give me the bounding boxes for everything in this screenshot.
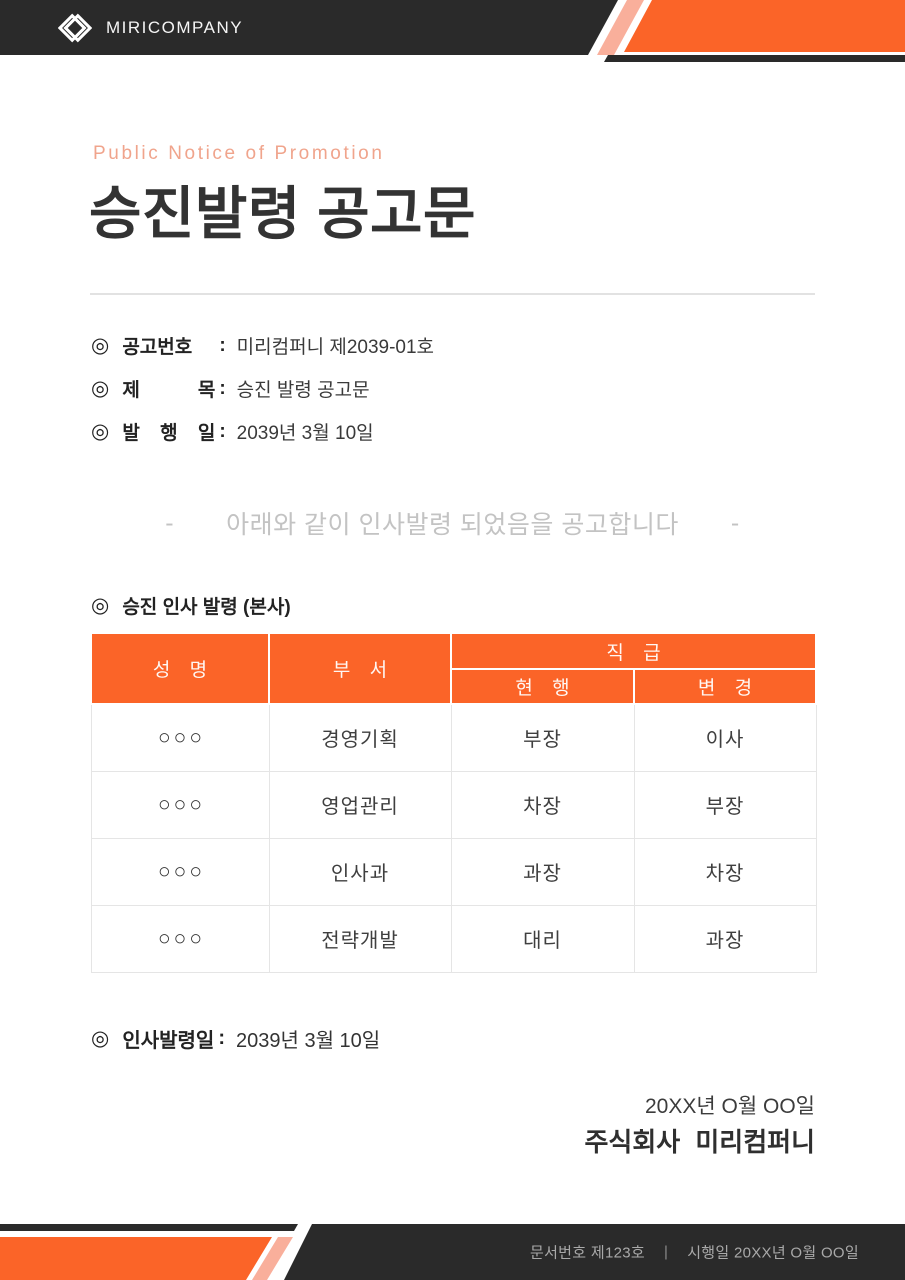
brand-name: MIRICOMPANY bbox=[106, 17, 244, 37]
detail-line-notice-number: ◎ 공고번호 : 미리컴퍼니 제2039-01호 bbox=[91, 332, 816, 359]
cell-changed: 차장 bbox=[633, 837, 817, 906]
detail-value: 승진 발령 공고문 bbox=[236, 380, 370, 401]
table-row: ○○○ 전략개발 대리 과장 bbox=[90, 904, 817, 973]
column-header-changed: 변 경 bbox=[633, 668, 817, 705]
footer-effective-date: 시행일 20XX년 O월 OO일 bbox=[687, 1244, 859, 1262]
detail-label: 공고번호 bbox=[122, 337, 193, 358]
bullseye-bullet-icon: ◎ bbox=[91, 594, 110, 617]
section-heading: ◎ 승진 인사 발령 (본사) bbox=[91, 592, 291, 619]
detail-label: 제 목 bbox=[122, 380, 216, 401]
notice-details: ◎ 공고번호 : 미리컴퍼니 제2039-01호 ◎ 제 목 : 승진 발령 공… bbox=[91, 332, 816, 461]
cell-department: 영업관리 bbox=[268, 770, 452, 839]
cell-name: ○○○ bbox=[90, 837, 270, 906]
bullseye-bullet-icon: ◎ bbox=[91, 420, 110, 443]
signature-date: 20XX년 O월 OO일 bbox=[644, 1095, 815, 1118]
header-dark-bar bbox=[0, 0, 618, 55]
detail-colon: : bbox=[219, 334, 226, 356]
cell-current: 과장 bbox=[450, 837, 635, 906]
detail-colon: : bbox=[219, 377, 226, 399]
cell-current: 대리 bbox=[450, 904, 635, 973]
footer-doc-number: 문서번호 제123호 bbox=[529, 1244, 645, 1262]
header-thin-strip bbox=[604, 55, 905, 62]
cell-name: ○○○ bbox=[90, 770, 270, 839]
header-band: MIRICOMPANY bbox=[0, 0, 905, 62]
table-row: ○○○ 경영기획 부장 이사 bbox=[90, 703, 817, 772]
double-diamond-logo-icon bbox=[58, 13, 92, 42]
detail-line-issue-date: ◎ 발 행 일 : 2039년 3월 10일 bbox=[91, 418, 816, 445]
brand: MIRICOMPANY bbox=[58, 0, 243, 55]
page-title: 승진발령 공고문 bbox=[89, 182, 476, 246]
cell-changed: 과장 bbox=[633, 904, 817, 973]
promotion-table: 성 명 부 서 직 급 현 행 변 경 ○○○ 경영기획 부장 이사 ○○○ 영… bbox=[90, 632, 817, 973]
detail-value: 2039년 3월 10일 bbox=[236, 423, 374, 444]
cell-department: 인사과 bbox=[268, 837, 452, 906]
signature-company: 주식회사 미리컴퍼니 bbox=[584, 1127, 815, 1157]
effective-date-line: ◎ 인사발령일 : 2039년 3월 10일 bbox=[91, 1024, 380, 1053]
footer-band: 문서번호 제123호 | 시행일 20XX년 O월 OO일 bbox=[0, 1222, 905, 1280]
title-divider bbox=[90, 293, 815, 295]
cell-department: 전략개발 bbox=[268, 904, 452, 973]
cell-changed: 이사 bbox=[633, 703, 817, 772]
footer-orange-block bbox=[0, 1237, 272, 1280]
footer-thin-strip bbox=[0, 1224, 298, 1231]
bullseye-bullet-icon: ◎ bbox=[91, 334, 110, 357]
bullseye-bullet-icon: ◎ bbox=[91, 1027, 110, 1050]
column-header-name: 성 명 bbox=[90, 632, 270, 705]
section-heading-label: 승진 인사 발령 (본사) bbox=[122, 597, 291, 618]
effective-date-value: 2039년 3월 10일 bbox=[236, 1030, 381, 1052]
table-row: ○○○ 영업관리 차장 부장 bbox=[90, 770, 817, 839]
cell-current: 차장 bbox=[450, 770, 635, 839]
cell-changed: 부장 bbox=[633, 770, 817, 839]
detail-colon: : bbox=[219, 420, 226, 442]
cell-name: ○○○ bbox=[90, 703, 270, 772]
footer-dark-bar bbox=[284, 1224, 905, 1280]
cell-name: ○○○ bbox=[90, 904, 270, 973]
announcement-statement: - 아래와 같이 인사발령 되었음을 공고합니다 - bbox=[90, 505, 815, 541]
table-row: ○○○ 인사과 과장 차장 bbox=[90, 837, 817, 906]
statement-dash-left: - bbox=[165, 508, 175, 537]
bullseye-bullet-icon: ◎ bbox=[91, 377, 110, 400]
effective-date-label: 인사발령일 bbox=[122, 1030, 215, 1052]
column-header-position-group: 직 급 bbox=[450, 632, 817, 670]
cell-department: 경영기획 bbox=[268, 703, 452, 772]
statement-dash-right: - bbox=[730, 508, 740, 537]
column-header-current: 현 행 bbox=[450, 668, 635, 705]
header-orange-block bbox=[624, 0, 905, 52]
statement-text: 아래와 같이 인사발령 되었음을 공고합니다 bbox=[226, 511, 679, 539]
footer-separator: | bbox=[663, 1243, 669, 1261]
effective-date-colon: : bbox=[218, 1027, 225, 1049]
column-header-department: 부 서 bbox=[268, 632, 452, 705]
detail-line-subject: ◎ 제 목 : 승진 발령 공고문 bbox=[91, 375, 816, 402]
cell-current: 부장 bbox=[450, 703, 635, 772]
eyebrow-title: Public Notice of Promotion bbox=[93, 143, 385, 164]
detail-value: 미리컴퍼니 제2039-01호 bbox=[236, 337, 435, 358]
detail-label: 발 행 일 bbox=[122, 423, 216, 444]
footer-text: 문서번호 제123호 | 시행일 20XX년 O월 OO일 bbox=[530, 1242, 859, 1263]
